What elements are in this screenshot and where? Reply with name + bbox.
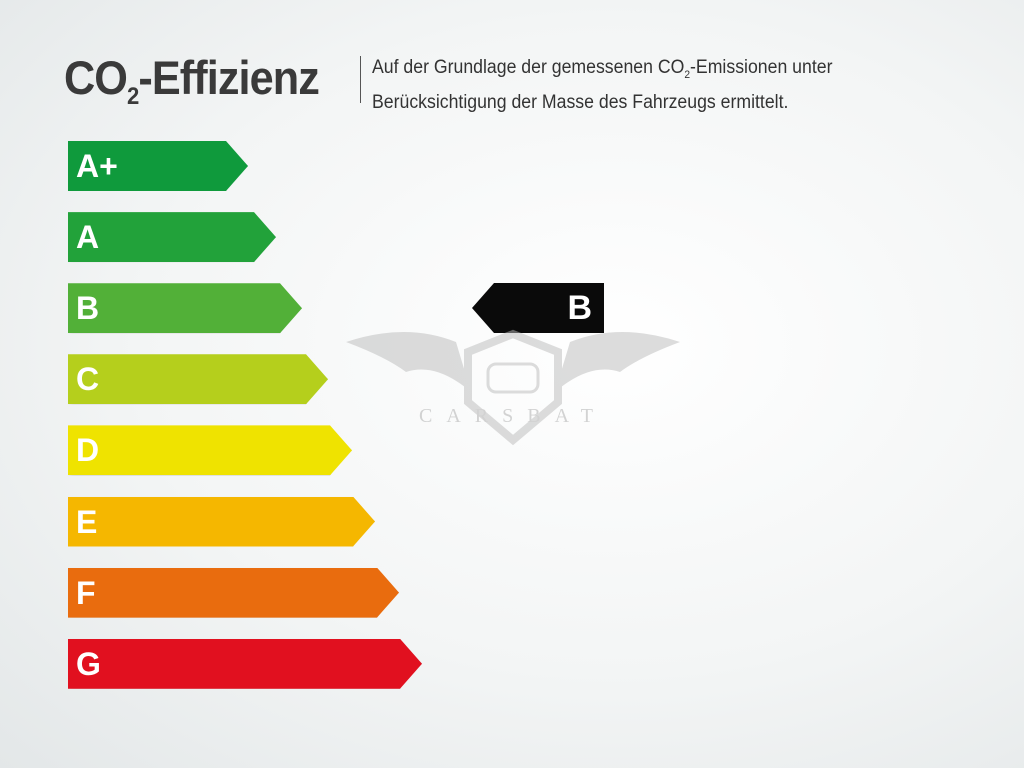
desc-text: -Emissionen unter bbox=[690, 57, 833, 78]
desc-subscript: 2 bbox=[684, 68, 691, 81]
class-label: G bbox=[76, 645, 101, 682]
efficiency-class-c: C bbox=[68, 354, 328, 404]
class-label: C bbox=[76, 361, 100, 398]
description-line-2: Berücksichtigung der Masse des Fahrzeugs… bbox=[372, 91, 789, 113]
efficiency-class-b: B bbox=[68, 283, 302, 333]
carsbat-watermark-logo: CARSBAT bbox=[346, 329, 680, 446]
desc-text: Auf der Grundlage der gemessenen CO bbox=[372, 57, 685, 78]
class-label: A+ bbox=[76, 148, 118, 184]
class-label: F bbox=[76, 574, 96, 611]
class-label: A bbox=[76, 219, 100, 256]
efficiency-class-g: G bbox=[68, 639, 422, 689]
class-label: B bbox=[76, 290, 100, 327]
title-rest: -Effizienz bbox=[138, 51, 320, 104]
divider bbox=[360, 56, 361, 103]
efficiency-class-a: A bbox=[68, 212, 276, 262]
description: Auf der Grundlage der gemessenen CO2-Emi… bbox=[372, 54, 832, 116]
class-label: E bbox=[76, 503, 98, 540]
title-subscript: 2 bbox=[127, 83, 139, 110]
rating-label: B bbox=[567, 289, 592, 327]
efficiency-class-a-plus: A+ bbox=[68, 141, 248, 191]
efficiency-class-e: E bbox=[68, 497, 375, 547]
page-title: CO2-Effizienz bbox=[64, 50, 320, 111]
title-co: CO bbox=[64, 51, 128, 104]
efficiency-class-f: F bbox=[68, 568, 399, 618]
class-label: D bbox=[76, 432, 100, 469]
description-line-1: Auf der Grundlage der gemessenen CO2-Emi… bbox=[372, 54, 832, 89]
watermark-text: CARSBAT bbox=[419, 405, 607, 427]
efficiency-class-d: D bbox=[68, 425, 352, 475]
rating-pointer: B bbox=[472, 283, 604, 333]
